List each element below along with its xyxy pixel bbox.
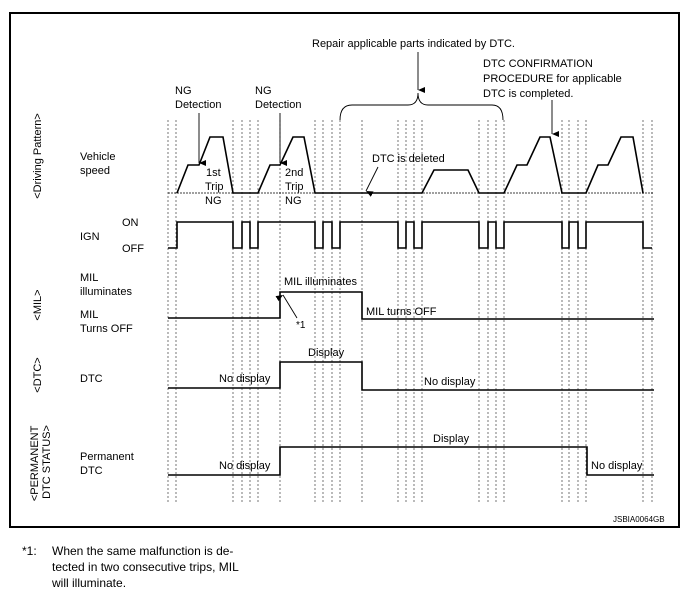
label-ign-on: ON <box>122 217 139 229</box>
label-dtc: DTC <box>80 373 103 385</box>
section-dtc: <DTC> <box>32 357 44 392</box>
label-mil-illuminates: MIL illuminates <box>80 272 132 298</box>
confirmation-note: DTC CONFIRMATION PROCEDURE for applicabl… <box>483 58 625 100</box>
note-ref-label: *1 <box>296 320 306 331</box>
vehicle-speed-trace <box>176 136 644 194</box>
repair-brace <box>339 92 504 121</box>
note-ref-arrow <box>275 294 298 319</box>
dtc-display-label: Display <box>308 347 345 359</box>
footnote-text: When the same malfunction is de- tected … <box>51 544 242 590</box>
perm-no-display-after: No display <box>591 460 643 472</box>
trip2-label: 2nd Trip NG <box>285 167 307 207</box>
permanent-dtc-trace <box>168 446 654 476</box>
ign-trace <box>168 221 652 249</box>
section-permanent: <PERMANENT DTC STATUS> <box>29 423 53 501</box>
dtc-deleted-label: DTC is deleted <box>372 153 445 165</box>
label-ign: IGN <box>80 231 100 243</box>
trip1-label: 1st Trip NG <box>205 167 227 207</box>
dtc-deleted-arrow <box>365 166 379 197</box>
label-mil-turns-off: MIL Turns OFF <box>80 309 133 335</box>
label-vehicle-speed: Vehicle speed <box>80 151 119 177</box>
perm-display-label: Display <box>433 433 470 445</box>
diagram-frame <box>9 12 680 528</box>
label-permanent-dtc: Permanent DTC <box>80 451 137 477</box>
dtc-no-display-after: No display <box>424 376 476 388</box>
perm-no-display-before: No display <box>219 460 271 472</box>
footnote-marker: *1: <box>22 544 37 558</box>
dtc-no-display-before: No display <box>219 373 271 385</box>
repair-note: Repair applicable parts indicated by DTC… <box>312 38 515 50</box>
ng-detection-1: NG Detection <box>175 85 221 111</box>
ng-detection-2: NG Detection <box>255 85 301 111</box>
figure-code: JSBIA0064GB <box>613 515 665 524</box>
mil-turns-off-label: MIL turns OFF <box>366 306 437 318</box>
label-ign-off: OFF <box>122 243 144 255</box>
dtc-trace <box>168 361 654 391</box>
mil-trace <box>168 291 654 320</box>
section-mil: <MIL> <box>32 289 44 320</box>
section-driving-pattern: <Driving Pattern> <box>32 113 44 199</box>
mil-illuminates-label: MIL illuminates <box>284 276 357 288</box>
